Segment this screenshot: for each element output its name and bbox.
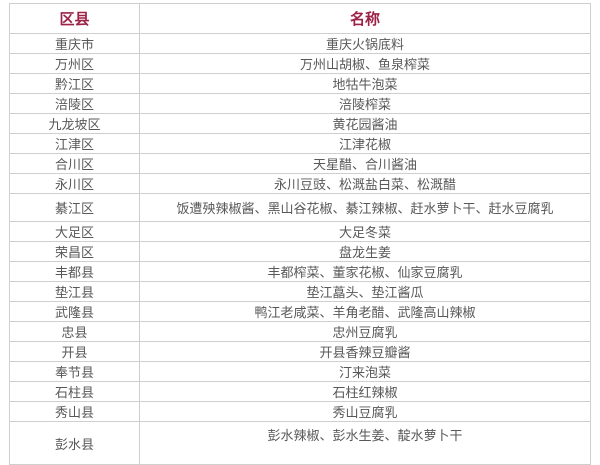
table-body: 重庆市 重庆火锅底料 万州区 万州山胡椒、鱼泉榨菜 黔江区 地牯牛泡菜 涪陵区 涪陵榨菜 九龙坡… — [9, 33, 591, 465]
table-row: 江津区 江津花椒 — [9, 133, 591, 154]
table-row: 黔江区 地牯牛泡菜 — [9, 73, 591, 94]
district-cell: 江津区 — [9, 133, 140, 154]
district-cell: 武隆县 — [9, 301, 140, 322]
products-cell: 丰都榨菜、董家花椒、仙家豆腐乳 — [139, 261, 591, 282]
products-cell: 永川豆豉、松溉盐白菜、松溉醋 — [139, 173, 591, 194]
district-cell: 石柱县 — [9, 381, 140, 402]
district-products-table: 区县 名称 重庆市 重庆火锅底料 万州区 万州山胡椒、鱼泉榨菜 黔江区 地牯牛泡菜 涪陵区涪… — [9, 3, 591, 465]
products-cell: 秀山豆腐乳 — [139, 401, 591, 422]
table-header-row: 区县 名称 — [9, 3, 591, 34]
products-cell: 彭水辣椒、彭水生姜、靛水萝卜干 — [139, 421, 591, 465]
products-cell: 开县香辣豆瓣酱 — [139, 341, 591, 362]
district-cell: 垫江县 — [9, 281, 140, 302]
products-cell: 饭遭殃辣椒酱、黑山谷花椒、綦江辣椒、赶水萝卜干、赶水豆腐乳 — [139, 193, 591, 222]
table-row: 九龙坡区 黄花园酱油 — [9, 113, 591, 134]
products-cell: 江津花椒 — [139, 133, 591, 154]
table-row: 荣昌区 盘龙生姜 — [9, 241, 591, 262]
district-cell: 合川区 — [9, 153, 140, 174]
products-cell: 涪陵榨菜 — [139, 93, 591, 114]
district-cell: 彭水县 — [9, 421, 140, 465]
table-row: 丰都县 丰都榨菜、董家花椒、仙家豆腐乳 — [9, 261, 591, 282]
district-cell: 忠县 — [9, 321, 140, 342]
table-row: 合川区 天星醋、合川酱油 — [9, 153, 591, 174]
district-cell: 大足区 — [9, 221, 140, 242]
table-row: 大足区 大足冬菜 — [9, 221, 591, 242]
products-cell: 石柱红辣椒 — [139, 381, 591, 402]
district-cell: 开县 — [9, 341, 140, 362]
products-cell: 忠州豆腐乳 — [139, 321, 591, 342]
products-cell: 大足冬菜 — [139, 221, 591, 242]
table-row: 秀山县 秀山豆腐乳 — [9, 401, 591, 422]
products-cell: 黄花园酱油 — [139, 113, 591, 134]
table-row: 石柱县 石柱红辣椒 — [9, 381, 591, 402]
district-cell: 黔江区 — [9, 73, 140, 94]
products-cell: 万州山胡椒、鱼泉榨菜 — [139, 53, 591, 74]
district-cell: 綦江区 — [9, 193, 140, 222]
table-row: 垫江县 垫江藠头、垫江酱瓜 — [9, 281, 591, 302]
products-cell: 重庆火锅底料 — [139, 33, 591, 54]
table-header-district: 区县 — [9, 3, 140, 34]
district-cell: 秀山县 — [9, 401, 140, 422]
district-cell: 九龙坡区 — [9, 113, 140, 134]
table-header-name: 名称 — [139, 3, 591, 34]
district-cell: 永川区 — [9, 173, 140, 194]
district-cell: 荣昌区 — [9, 241, 140, 262]
district-cell: 万州区 — [9, 53, 140, 74]
products-cell: 盘龙生姜 — [139, 241, 591, 262]
products-cell: 鸭江老咸菜、羊角老醋、武隆高山辣椒 — [139, 301, 591, 322]
table-row: 綦江区 饭遭殃辣椒酱、黑山谷花椒、綦江辣椒、赶水萝卜干、赶水豆腐乳 — [9, 193, 591, 222]
district-cell: 涪陵区 — [9, 93, 140, 114]
table-row: 重庆市 重庆火锅底料 — [9, 33, 591, 54]
table-row: 涪陵区 涪陵榨菜 — [9, 93, 591, 114]
products-cell: 汀来泡菜 — [139, 361, 591, 382]
table-row: 永川区 永川豆豉、松溉盐白菜、松溉醋 — [9, 173, 591, 194]
products-cell: 天星醋、合川酱油 — [139, 153, 591, 174]
district-cell: 丰都县 — [9, 261, 140, 282]
district-cell: 奉节县 — [9, 361, 140, 382]
table-row: 开县 开县香辣豆瓣酱 — [9, 341, 591, 362]
district-cell: 重庆市 — [9, 33, 140, 54]
products-cell: 垫江藠头、垫江酱瓜 — [139, 281, 591, 302]
table-row: 万州区 万州山胡椒、鱼泉榨菜 — [9, 53, 591, 74]
products-cell: 地牯牛泡菜 — [139, 73, 591, 94]
table-row: 忠县 忠州豆腐乳 — [9, 321, 591, 342]
table-row: 武隆县 鸭江老咸菜、羊角老醋、武隆高山辣椒 — [9, 301, 591, 322]
table-row: 奉节县 汀来泡菜 — [9, 361, 591, 382]
table-row: 彭水县 彭水辣椒、彭水生姜、靛水萝卜干 — [9, 421, 591, 465]
